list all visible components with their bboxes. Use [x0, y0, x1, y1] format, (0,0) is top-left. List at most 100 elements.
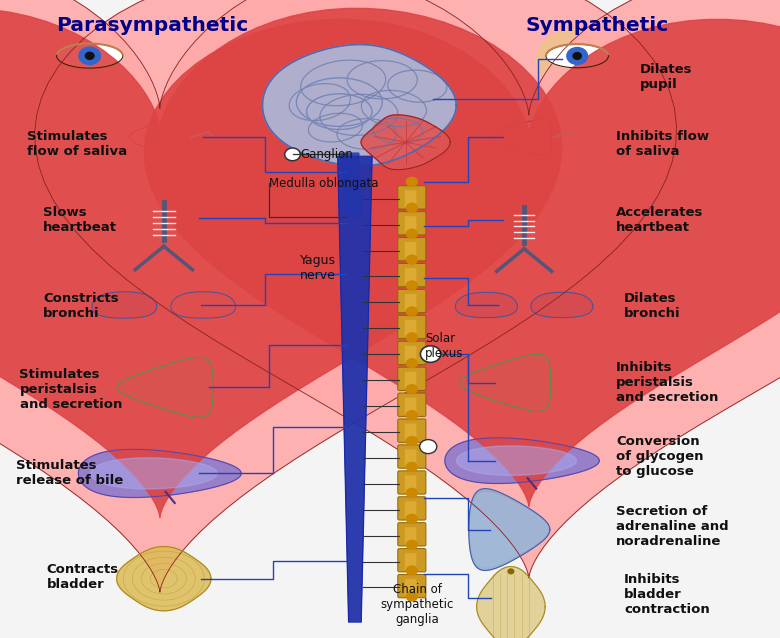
Text: Contracts
bladder: Contracts bladder — [47, 563, 119, 591]
FancyBboxPatch shape — [405, 449, 417, 466]
FancyBboxPatch shape — [398, 497, 426, 520]
Polygon shape — [459, 354, 551, 412]
FancyBboxPatch shape — [405, 475, 417, 492]
Circle shape — [285, 148, 300, 161]
FancyBboxPatch shape — [398, 523, 426, 546]
Text: Stimulates
release of bile: Stimulates release of bile — [16, 459, 123, 487]
Circle shape — [420, 346, 441, 362]
Polygon shape — [338, 156, 372, 622]
Polygon shape — [0, 0, 676, 592]
Polygon shape — [79, 449, 241, 498]
Text: Stimulates
flow of saliva: Stimulates flow of saliva — [27, 130, 127, 158]
Text: Sympathetic: Sympathetic — [525, 16, 668, 35]
Circle shape — [420, 440, 437, 454]
FancyBboxPatch shape — [405, 242, 417, 259]
Polygon shape — [117, 357, 213, 417]
Circle shape — [406, 204, 417, 212]
Text: Secretion of
adrenaline and
noradrenaline: Secretion of adrenaline and noradrenalin… — [616, 505, 729, 548]
Text: Accelerates
heartbeat: Accelerates heartbeat — [616, 206, 704, 234]
Text: Parasympathetic: Parasympathetic — [56, 16, 248, 35]
Polygon shape — [90, 458, 218, 489]
Ellipse shape — [47, 27, 133, 91]
FancyBboxPatch shape — [405, 579, 417, 596]
FancyBboxPatch shape — [405, 190, 417, 207]
FancyBboxPatch shape — [398, 341, 426, 364]
Polygon shape — [531, 292, 593, 318]
FancyBboxPatch shape — [405, 372, 417, 389]
Text: Medulla oblongata: Medulla oblongata — [269, 177, 378, 189]
Text: Solar
plexus: Solar plexus — [425, 332, 463, 360]
Circle shape — [406, 592, 417, 601]
Circle shape — [406, 540, 417, 549]
Polygon shape — [129, 119, 189, 155]
Text: Yagus
nerve: Yagus nerve — [300, 254, 336, 282]
Polygon shape — [469, 489, 550, 570]
Circle shape — [508, 569, 514, 574]
Polygon shape — [0, 8, 562, 517]
Circle shape — [406, 436, 417, 445]
Text: Conversion
of glycogen
to glucose: Conversion of glycogen to glucose — [616, 434, 704, 478]
Circle shape — [406, 385, 417, 394]
Polygon shape — [341, 153, 361, 217]
FancyBboxPatch shape — [398, 290, 426, 313]
Polygon shape — [92, 292, 157, 318]
Circle shape — [406, 281, 417, 290]
Text: Chain of
sympathetic
ganglia: Chain of sympathetic ganglia — [381, 583, 454, 627]
FancyBboxPatch shape — [398, 367, 426, 390]
Ellipse shape — [537, 29, 618, 90]
Circle shape — [406, 411, 417, 420]
Text: Stimulates
peristalsis
and secretion: Stimulates peristalsis and secretion — [20, 367, 122, 411]
Circle shape — [406, 514, 417, 523]
FancyBboxPatch shape — [398, 393, 426, 417]
Circle shape — [406, 333, 417, 342]
FancyBboxPatch shape — [405, 216, 417, 233]
Circle shape — [567, 47, 587, 64]
Polygon shape — [470, 493, 548, 567]
Circle shape — [406, 463, 417, 471]
Polygon shape — [117, 547, 211, 611]
Polygon shape — [35, 0, 780, 578]
Ellipse shape — [546, 44, 608, 68]
Ellipse shape — [56, 43, 123, 68]
FancyBboxPatch shape — [398, 419, 426, 442]
Circle shape — [406, 566, 417, 575]
Circle shape — [406, 307, 417, 316]
FancyBboxPatch shape — [405, 397, 417, 415]
FancyBboxPatch shape — [398, 471, 426, 494]
Circle shape — [79, 47, 101, 64]
FancyBboxPatch shape — [398, 315, 426, 339]
Circle shape — [406, 255, 417, 264]
Polygon shape — [456, 292, 517, 318]
Polygon shape — [361, 115, 450, 170]
Text: Inhibits
bladder
contraction: Inhibits bladder contraction — [624, 573, 710, 616]
FancyBboxPatch shape — [398, 574, 426, 598]
Polygon shape — [456, 446, 576, 475]
FancyBboxPatch shape — [398, 212, 426, 235]
FancyBboxPatch shape — [398, 263, 426, 287]
Polygon shape — [263, 45, 456, 166]
Polygon shape — [477, 567, 545, 638]
FancyBboxPatch shape — [405, 527, 417, 544]
Text: Inhibits flow
of saliva: Inhibits flow of saliva — [616, 130, 709, 158]
FancyBboxPatch shape — [398, 186, 426, 209]
Polygon shape — [171, 292, 236, 318]
Circle shape — [86, 52, 94, 59]
Polygon shape — [144, 19, 780, 507]
Circle shape — [406, 489, 417, 498]
FancyBboxPatch shape — [405, 424, 417, 440]
FancyBboxPatch shape — [398, 445, 426, 468]
FancyBboxPatch shape — [405, 553, 417, 570]
Text: Dilates
bronchi: Dilates bronchi — [624, 292, 681, 320]
Text: Ganglion: Ganglion — [300, 148, 353, 161]
Text: Slows
heartbeat: Slows heartbeat — [43, 206, 117, 234]
FancyBboxPatch shape — [405, 346, 417, 362]
Circle shape — [573, 52, 581, 59]
Polygon shape — [492, 119, 551, 155]
FancyBboxPatch shape — [398, 237, 426, 261]
Polygon shape — [445, 438, 599, 484]
Circle shape — [406, 359, 417, 367]
FancyBboxPatch shape — [405, 501, 417, 518]
Text: Dilates
pupil: Dilates pupil — [640, 63, 692, 91]
Text: Constricts
bronchi: Constricts bronchi — [43, 292, 119, 320]
Text: Inhibits
peristalsis
and secretion: Inhibits peristalsis and secretion — [616, 361, 718, 404]
